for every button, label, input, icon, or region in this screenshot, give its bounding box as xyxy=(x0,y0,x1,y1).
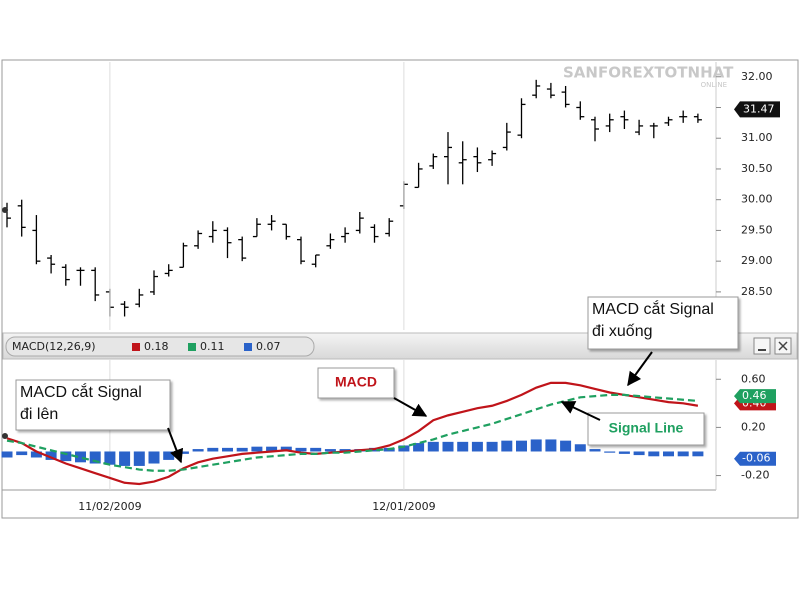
histogram-bar xyxy=(148,451,160,464)
annotation-box xyxy=(15,379,171,431)
legend-value: 0.07 xyxy=(256,340,281,353)
annotation-arrow xyxy=(627,351,653,387)
histogram-bar xyxy=(398,445,410,452)
histogram-bar xyxy=(16,451,28,456)
histogram-bar xyxy=(89,451,101,464)
histogram-bar xyxy=(133,451,145,466)
histogram-bar xyxy=(516,440,527,452)
y-tick-label: 28.50 xyxy=(741,285,773,298)
histogram-bar xyxy=(295,447,307,452)
last-price-label: 31.47 xyxy=(743,102,775,115)
histogram-bar xyxy=(618,451,630,454)
histogram-bar xyxy=(75,451,86,463)
histogram-bar xyxy=(30,451,42,458)
histogram-bar xyxy=(1,451,13,458)
histogram-bar xyxy=(604,451,616,453)
annotation-arrow xyxy=(167,427,184,464)
last-price-tag xyxy=(734,101,780,118)
histogram-bar xyxy=(501,440,513,452)
y2-tick-label: -0.20 xyxy=(741,469,769,482)
histogram-bar xyxy=(60,451,72,462)
histogram-bar xyxy=(457,441,469,452)
legend-value: 0.18 xyxy=(144,340,169,353)
histogram-bar xyxy=(310,447,322,452)
value-tag xyxy=(734,389,776,404)
histogram-bar xyxy=(222,447,233,452)
annotation-text: MACD xyxy=(335,374,377,390)
histogram-bar xyxy=(45,451,57,460)
y2-tick-label: 0.20 xyxy=(741,420,766,433)
histogram-bar xyxy=(192,449,204,452)
histogram-bar xyxy=(442,441,454,452)
legend-title: MACD(12,26,9) xyxy=(12,340,96,353)
histogram-bar xyxy=(119,451,131,466)
histogram-bar xyxy=(692,451,704,457)
annotation-arrow xyxy=(560,401,601,421)
value-tag-label: -0.06 xyxy=(742,452,770,465)
legend-swatch xyxy=(244,343,252,351)
histogram-bar xyxy=(633,451,645,456)
annotation-text: Signal Line xyxy=(609,420,684,436)
histogram-bar xyxy=(266,446,278,452)
histogram-bar xyxy=(486,441,498,452)
annotation-text: MACD cắt Signal xyxy=(20,382,142,401)
histogram-bar xyxy=(663,451,674,457)
histogram-bar xyxy=(560,440,572,452)
annotation-box xyxy=(587,296,739,350)
annotation-text: đi xuống xyxy=(592,323,653,340)
histogram-bar xyxy=(104,451,116,465)
histogram-bar xyxy=(574,444,586,452)
dot xyxy=(2,433,8,439)
watermark-sub: ONLINE xyxy=(701,81,727,89)
x-tick-label: 11/02/2009 xyxy=(78,500,141,513)
histogram-bar xyxy=(339,449,351,452)
histogram-bar xyxy=(236,447,248,452)
histogram-bar xyxy=(280,446,292,452)
y-tick-label: 30.00 xyxy=(741,193,773,206)
histogram-bar xyxy=(324,449,336,452)
histogram-bar xyxy=(471,441,483,452)
histogram-bar xyxy=(251,446,263,452)
histogram-bar xyxy=(589,449,601,452)
annotation-text: đi lên xyxy=(20,406,58,423)
annotation-box xyxy=(317,367,395,399)
minimize-button[interactable] xyxy=(753,337,771,355)
histogram-bar xyxy=(413,443,425,452)
legend-value: 0.11 xyxy=(200,340,225,353)
macd-line xyxy=(6,393,698,472)
icon xyxy=(778,341,788,351)
y-tick-label: 29.00 xyxy=(741,254,773,267)
histogram-bar xyxy=(545,439,557,452)
histogram-bar xyxy=(163,451,175,460)
legend-pill xyxy=(5,336,315,357)
histogram-bar xyxy=(427,441,439,452)
legend-swatch xyxy=(188,343,196,351)
histogram-bar xyxy=(530,439,542,452)
y-tick-label: 32.00 xyxy=(741,70,773,83)
histogram-bar xyxy=(677,451,689,457)
y-tick-label: 31.00 xyxy=(741,131,773,144)
x-tick-label: 12/01/2009 xyxy=(372,500,435,513)
annotation-arrow xyxy=(393,397,428,417)
macd-line xyxy=(6,381,699,486)
legend-swatch xyxy=(132,343,140,351)
y-tick-label: 30.50 xyxy=(741,162,773,175)
dot xyxy=(2,207,8,213)
histogram-bar xyxy=(648,451,660,457)
histogram-bar xyxy=(207,447,219,452)
y2-tick-label: 0.60 xyxy=(741,372,766,385)
value-tag xyxy=(734,451,776,466)
annotation-box xyxy=(587,412,705,446)
watermark: SANFOREXTOTNHAT xyxy=(563,64,734,82)
annotation-text: MACD cắt Signal xyxy=(592,299,714,318)
histogram-bar xyxy=(177,451,189,454)
y-tick-label: 29.50 xyxy=(741,223,773,236)
value-tag-label: 0.46 xyxy=(742,389,767,402)
